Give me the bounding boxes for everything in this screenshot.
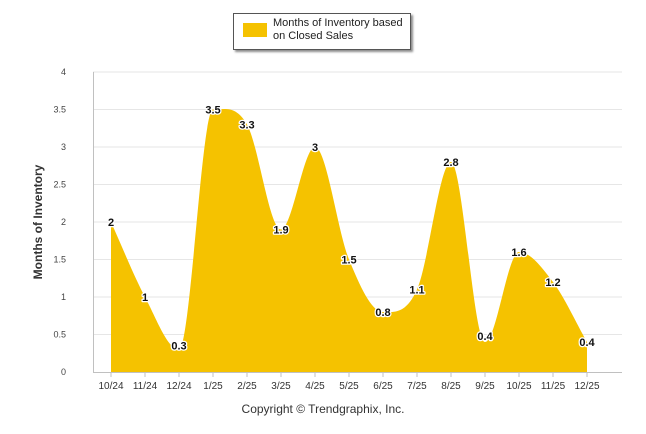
x-tick-label: 12/24 xyxy=(166,381,191,392)
data-label: 0.3 xyxy=(171,341,186,353)
area-series xyxy=(111,108,587,372)
x-tick-label: 11/24 xyxy=(133,381,158,392)
y-tick-label: 1 xyxy=(61,292,66,302)
y-tick-label: 3 xyxy=(61,142,66,152)
y-tick-label: 2.5 xyxy=(53,180,66,190)
data-label: 3 xyxy=(312,142,318,154)
x-tick-label: 7/25 xyxy=(407,381,427,392)
y-tick-label: 0 xyxy=(61,367,66,377)
x-tick-label: 2/25 xyxy=(237,381,257,392)
x-tick-label: 1/25 xyxy=(203,381,223,392)
gridlines xyxy=(93,71,622,335)
y-tick-label: 1.5 xyxy=(53,255,66,265)
y-tick-label: 0.5 xyxy=(53,330,66,340)
data-label: 1.9 xyxy=(273,225,288,237)
legend-swatch xyxy=(243,23,267,37)
x-tick-label: 9/25 xyxy=(475,381,495,392)
data-label: 2.8 xyxy=(443,157,458,169)
x-tick-label: 12/25 xyxy=(574,381,599,392)
data-label: 0.4 xyxy=(477,331,493,343)
x-tick-label: 10/25 xyxy=(506,381,531,392)
data-label: 2 xyxy=(108,217,114,229)
data-label: 3.5 xyxy=(205,105,220,117)
y-tick-label: 3.5 xyxy=(53,105,66,115)
legend: Months of Inventory based on Closed Sale… xyxy=(233,13,411,50)
x-tick-label: 8/25 xyxy=(441,381,461,392)
x-tick-label: 6/25 xyxy=(373,381,393,392)
data-label: 3.3 xyxy=(239,120,254,132)
data-labels: 2 1 0.3 3.5 3.3 1.9 3 1.5 0.8 1.1 2.8 0.4 1.6 1.2 0.4 xyxy=(107,103,597,354)
data-label: 0.8 xyxy=(375,307,390,319)
data-label: 1.2 xyxy=(545,277,560,289)
area-path xyxy=(111,108,587,372)
legend-label: Months of Inventory based on Closed Sale… xyxy=(273,17,403,42)
y-axis-title: Months of Inventory xyxy=(31,164,45,279)
y-tick-label: 2 xyxy=(61,217,66,227)
y-tick-label: 4 xyxy=(61,67,66,77)
x-tick-label: 3/25 xyxy=(271,381,291,392)
x-tick-label: 4/25 xyxy=(305,381,325,392)
copyright-text: Copyright © Trendgraphix, Inc. xyxy=(241,402,405,416)
axes: 0 0.5 1 1.5 2 2.5 3 3.5 4 10/24 11/24 12/24 1/25 2/25… xyxy=(53,67,622,392)
x-tick-label: 11/25 xyxy=(541,381,566,392)
data-label: 1.1 xyxy=(409,285,424,297)
x-tick-label: 5/25 xyxy=(339,381,359,392)
data-label: 0.4 xyxy=(579,337,595,349)
x-tick-label: 10/24 xyxy=(98,381,123,392)
data-label: 1.5 xyxy=(341,255,356,267)
data-label: 1.6 xyxy=(511,247,526,259)
data-label: 1 xyxy=(142,292,148,304)
